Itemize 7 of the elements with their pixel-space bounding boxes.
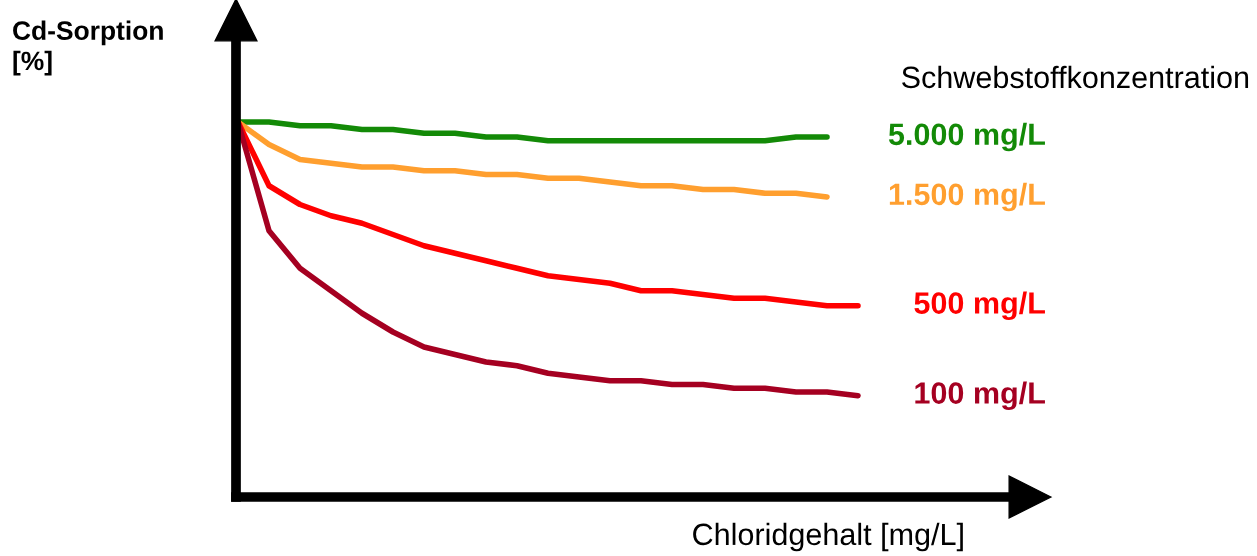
series-label: 100 mg/L bbox=[915, 381, 1045, 411]
series-label: 500 mg/L bbox=[914, 291, 1045, 321]
text: 5.000 mg/L bbox=[888, 122, 1045, 152]
x-axis-title: Chloridgehalt [mg/L] bbox=[693, 522, 963, 552]
text: 1.500 mg/L bbox=[889, 182, 1045, 212]
legend-title: Schwebstoffkonzentration bbox=[902, 65, 1249, 89]
y-axis-title: Cd-Sorption [%] bbox=[13, 20, 163, 76]
